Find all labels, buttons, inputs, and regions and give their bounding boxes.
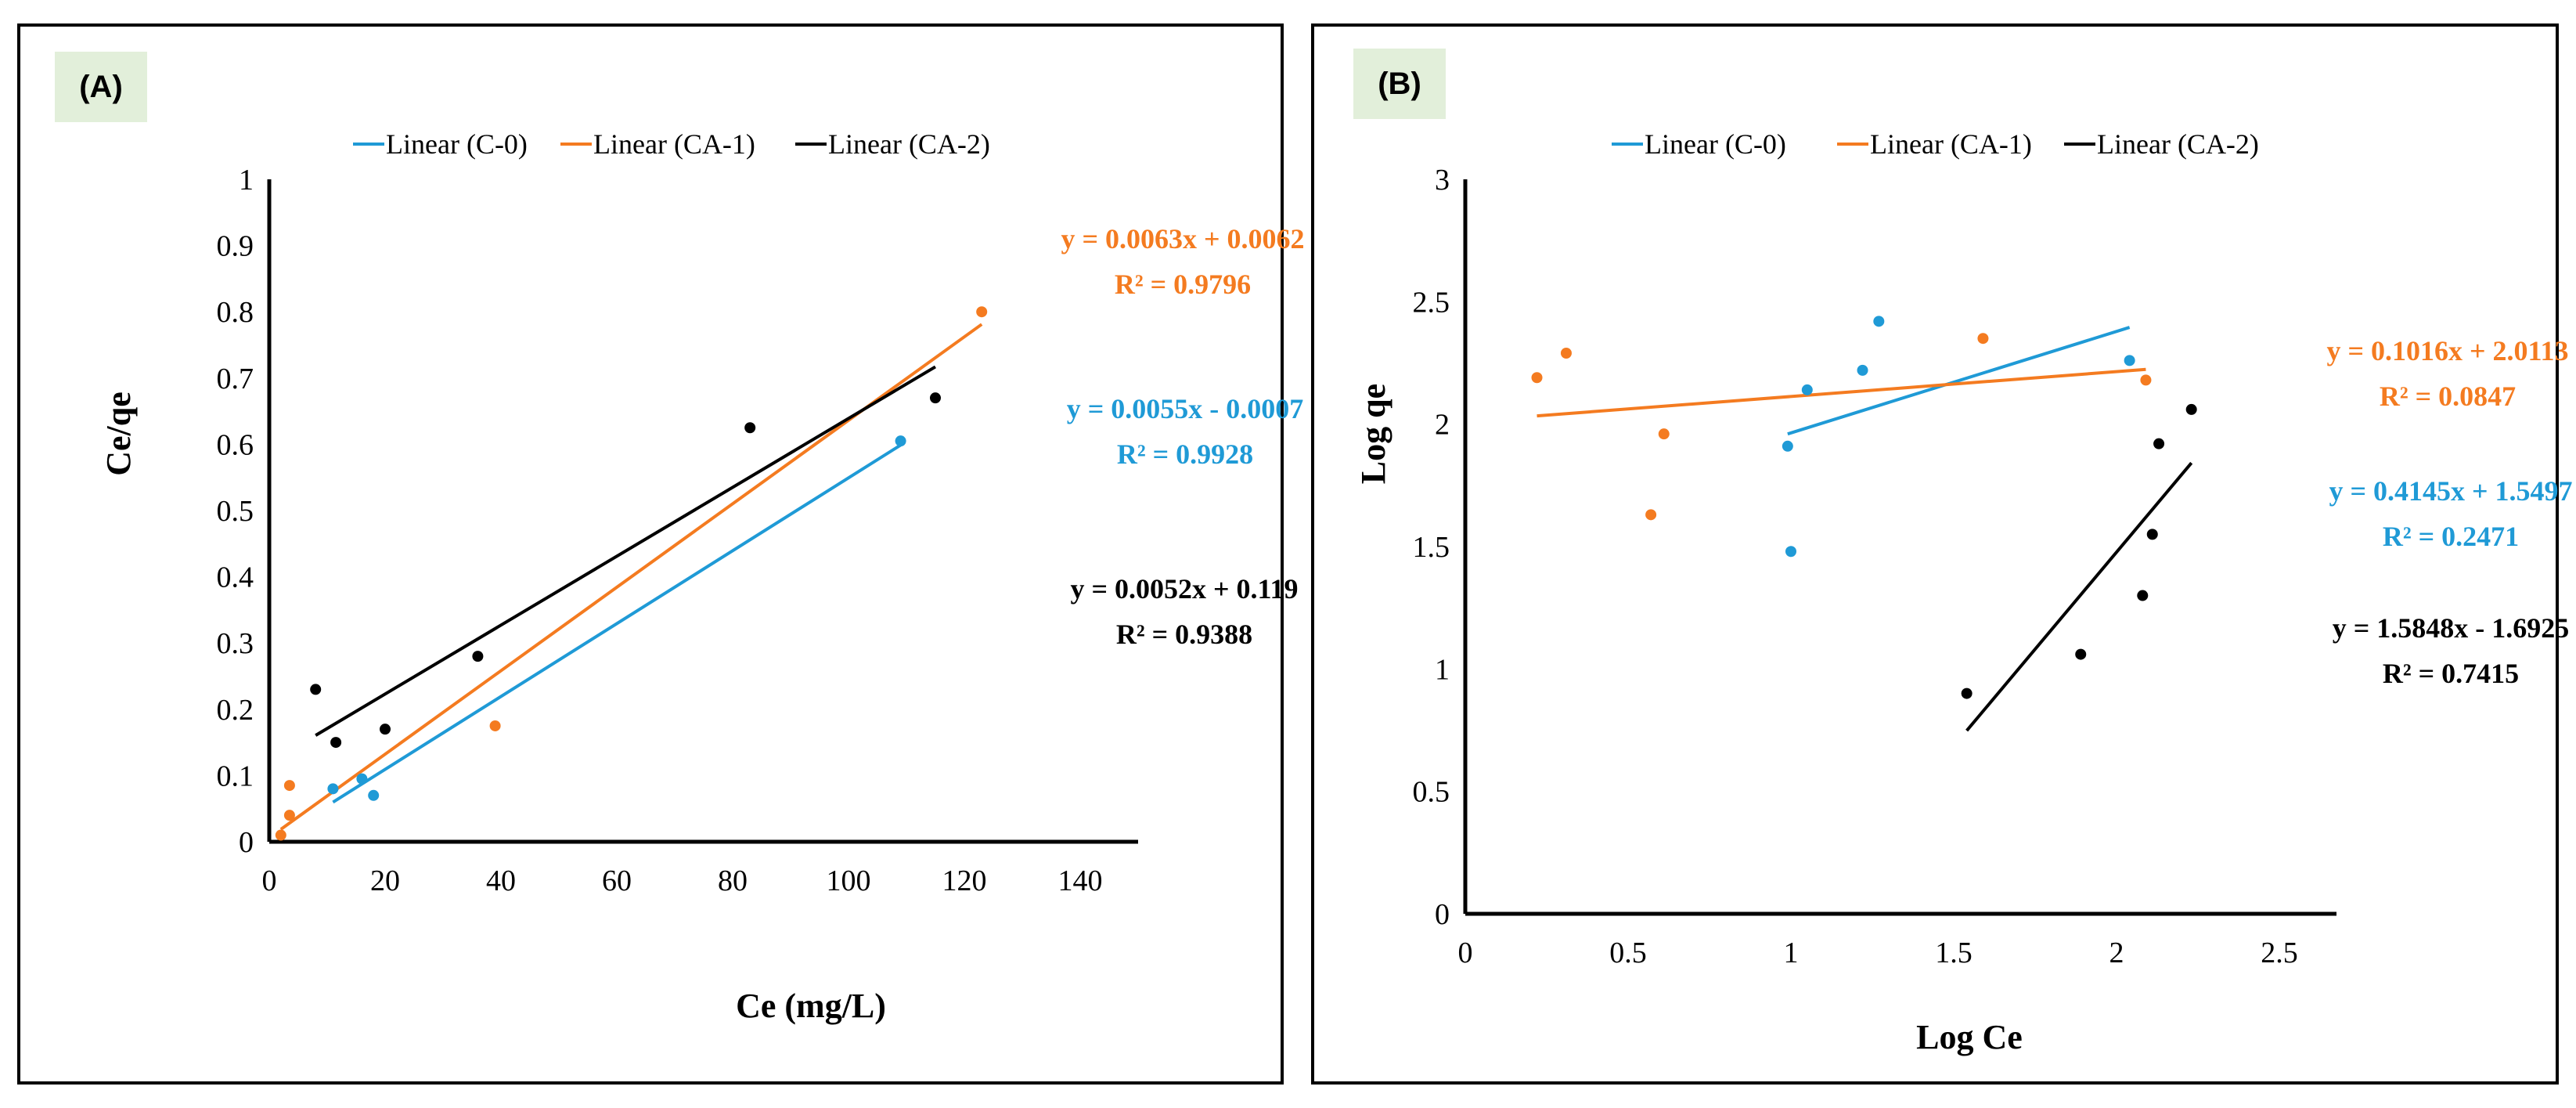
trendline-ca-1 xyxy=(1537,367,2146,418)
data-point-ca-1 xyxy=(976,306,988,318)
panel-b: (B) 0 0.5 1 1.5 2 2.5 3 0 0.5 1 1.5 2 2.5 Log Ce Log q… xyxy=(1311,23,2573,1085)
chart-a: 0 0.1 0.2 0.3 0.4 0.5 0.6 0.7 0.8 0.9 1 0 20 40 60 80 10… xyxy=(99,128,1305,1025)
trendline-ca-2 xyxy=(315,365,937,737)
data-point-ca-1 xyxy=(1531,372,1543,384)
y-tick-label: 0 xyxy=(1435,898,1450,931)
data-point-ca-2 xyxy=(2137,590,2149,601)
data-point-ca-1 xyxy=(1560,347,1572,359)
data-point-ca-2 xyxy=(930,392,941,404)
legend-entry-ca-1: Linear (CA-1) xyxy=(593,128,755,160)
x-tick-label: 2 xyxy=(2109,937,2124,969)
r-squared-ca-2: R² = 0.7415 xyxy=(2383,658,2519,689)
data-point-c-0 xyxy=(1857,364,1868,376)
y-tick-label: 0.4 xyxy=(217,561,254,594)
x-tick-label: 40 xyxy=(486,864,516,897)
legend-entry-c-0: Linear (C-0) xyxy=(1645,128,1786,160)
x-tick-label: 1.5 xyxy=(1935,937,1973,969)
data-point-ca-2 xyxy=(380,724,391,735)
y-tick-label: 0.3 xyxy=(217,627,254,660)
chart-b: 0 0.5 1 1.5 2 2.5 3 0 0.5 1 1.5 2 2.5 Log Ce Log qe Lin… xyxy=(1354,128,2573,1056)
y-tick-label: 0.5 xyxy=(1413,776,1450,809)
y-tick-label: 0.8 xyxy=(217,296,254,329)
data-point-c-0 xyxy=(1782,440,1793,452)
y-axis-label: Log qe xyxy=(1354,384,1392,484)
legend-entry-c-0: Linear (C-0) xyxy=(386,128,528,160)
x-tick-label: 0 xyxy=(262,864,277,897)
equation-ca-2: y = 1.5848x - 1.6925 xyxy=(2333,612,2570,644)
data-point-c-0 xyxy=(1801,384,1813,395)
data-point-c-0 xyxy=(356,773,368,785)
x-tick-label: 60 xyxy=(602,864,632,897)
y-tick-label: 2.5 xyxy=(1413,286,1450,319)
panel-a: (A) 0 0.1 0.2 0.3 0.4 0.5 0.6 0.7 0.8 0.9 1 0 20 40 60… xyxy=(17,23,1305,1085)
y-tick-label: 1.5 xyxy=(1413,531,1450,564)
data-point-c-0 xyxy=(2124,355,2135,366)
x-tick-label: 20 xyxy=(370,864,400,897)
r-squared-c-0: R² = 0.9928 xyxy=(1117,439,1253,470)
trendline-c-0 xyxy=(1787,326,2131,436)
y-tick-label: 0.9 xyxy=(217,230,254,263)
data-point-c-0 xyxy=(368,789,380,801)
y-axis-label: Ce/qe xyxy=(99,392,138,476)
data-point-ca-1 xyxy=(1658,428,1670,440)
data-point-c-0 xyxy=(895,435,906,447)
legend-entry-ca-2: Linear (CA-2) xyxy=(2097,128,2259,160)
r-squared-ca-2: R² = 0.9388 xyxy=(1116,619,1252,650)
data-point-ca-1 xyxy=(1977,333,1989,345)
data-point-ca-2 xyxy=(2153,438,2165,449)
y-tick-label: 0 xyxy=(239,826,254,859)
x-tick-label: 1 xyxy=(1784,937,1799,969)
y-tick-label: 0.5 xyxy=(217,495,254,528)
legend-entry-ca-1: Linear (CA-1) xyxy=(1870,128,2032,160)
equation-ca-1: y = 0.1016x + 2.0113 xyxy=(2326,335,2568,366)
x-tick-label: 120 xyxy=(942,864,987,897)
data-point-ca-2 xyxy=(2185,403,2197,415)
trendline-c-0 xyxy=(332,443,902,804)
data-point-ca-2 xyxy=(330,737,342,749)
x-tick-label: 2.5 xyxy=(2261,937,2298,969)
x-axis-label: Ce (mg/L) xyxy=(736,987,886,1025)
x-tick-label: 100 xyxy=(827,864,871,897)
y-tick-label: 0.2 xyxy=(217,694,254,727)
legend-entry-ca-2: Linear (CA-2) xyxy=(828,128,990,160)
y-tick-label: 0.7 xyxy=(217,363,254,395)
equation-c-0: y = 0.0055x - 0.0007 xyxy=(1067,393,1304,424)
data-point-ca-1 xyxy=(1645,509,1657,521)
y-tick-label: 3 xyxy=(1435,164,1450,197)
y-tick-label: 2 xyxy=(1435,409,1450,442)
data-point-ca-1 xyxy=(489,720,501,731)
data-point-ca-2 xyxy=(310,684,322,695)
data-point-ca-1 xyxy=(283,780,295,792)
data-point-ca-2 xyxy=(472,651,484,662)
equation-ca-2: y = 0.0052x + 0.119 xyxy=(1070,573,1298,605)
y-tick-label: 1 xyxy=(1435,653,1450,686)
data-point-ca-2 xyxy=(744,422,756,434)
data-point-ca-2 xyxy=(2075,648,2087,660)
data-point-ca-1 xyxy=(2140,374,2152,386)
data-point-c-0 xyxy=(327,783,339,795)
panel-a-label: (A) xyxy=(55,52,147,122)
r-squared-c-0: R² = 0.2471 xyxy=(2383,521,2519,552)
equation-c-0: y = 0.4145x + 1.5497 xyxy=(2329,475,2572,507)
r-squared-ca-1: R² = 0.0847 xyxy=(2380,381,2516,412)
y-tick-label: 0.1 xyxy=(217,760,254,792)
y-tick-label: 0.6 xyxy=(217,428,254,461)
x-tick-label: 80 xyxy=(718,864,748,897)
data-point-c-0 xyxy=(1785,546,1796,558)
data-point-ca-1 xyxy=(275,829,286,841)
data-point-c-0 xyxy=(1873,316,1885,327)
panel-b-label: (B) xyxy=(1353,49,1446,119)
y-tick-label: 1 xyxy=(239,164,254,197)
data-point-ca-2 xyxy=(2146,529,2158,540)
x-tick-label: 0.5 xyxy=(1609,937,1647,969)
data-point-ca-2 xyxy=(1961,688,1973,699)
x-axis-label: Log Ce xyxy=(1916,1018,2023,1056)
x-tick-label: 0 xyxy=(1458,937,1473,969)
equation-ca-1: y = 0.0063x + 0.0062 xyxy=(1061,223,1304,254)
trendline-ca-2 xyxy=(1965,461,2193,732)
x-tick-label: 140 xyxy=(1058,864,1103,897)
data-point-ca-1 xyxy=(283,810,295,821)
r-squared-ca-1: R² = 0.9796 xyxy=(1115,269,1251,300)
